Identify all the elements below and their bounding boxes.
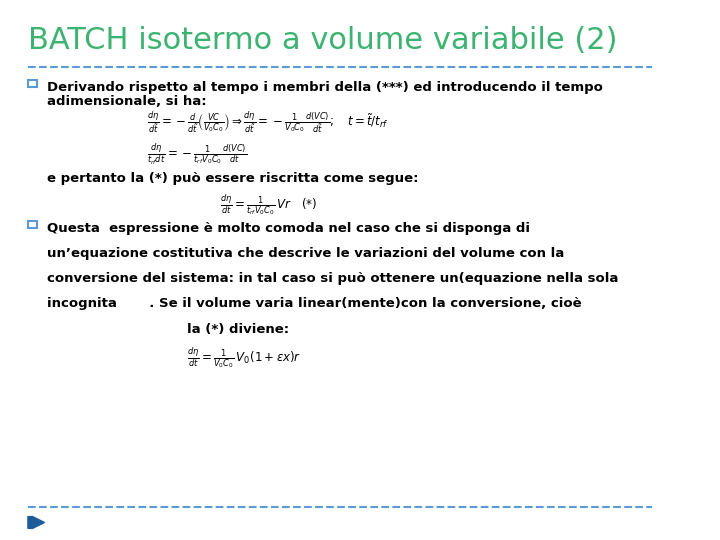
FancyBboxPatch shape: [28, 79, 37, 86]
Text: e pertanto la (*) può essere riscritta come segue:: e pertanto la (*) può essere riscritta c…: [47, 172, 418, 185]
Text: $\frac{d\eta}{d\tilde{t}} = -\frac{d}{d\tilde{t}}\left(\frac{VC}{V_0 C_0}\right): $\frac{d\eta}{d\tilde{t}} = -\frac{d}{d\…: [148, 110, 389, 136]
Text: $\frac{d\eta}{dt} = \frac{1}{t_{rf}V_0C_0}\,Vr \quad (*)$: $\frac{d\eta}{dt} = \frac{1}{t_{rf}V_0C_…: [220, 192, 318, 217]
Text: incognita       . Se il volume varia linear(mente)con la conversione, cioè: incognita . Se il volume varia linear(me…: [47, 298, 581, 310]
Text: un’equazione costitutiva che descrive le variazioni del volume con la: un’equazione costitutiva che descrive le…: [47, 247, 564, 260]
FancyBboxPatch shape: [28, 221, 37, 228]
FancyArrow shape: [28, 517, 45, 529]
Text: conversione del sistema: in tal caso si può ottenere un(equazione nella sola: conversione del sistema: in tal caso si …: [47, 272, 618, 285]
Text: BATCH isotermo a volume variabile (2): BATCH isotermo a volume variabile (2): [28, 25, 618, 55]
Text: $\frac{d\eta}{t_{rf}dt} = -\frac{1}{t_{rf}V_0C_0}\frac{d(VC)}{dt}$: $\frac{d\eta}{t_{rf}dt} = -\frac{1}{t_{r…: [148, 142, 248, 167]
Text: Derivando rispetto al tempo i membri della (***) ed introducendo il tempo: Derivando rispetto al tempo i membri del…: [47, 81, 603, 94]
Text: la (*) diviene:: la (*) diviene:: [187, 322, 289, 336]
Text: Questa  espressione è molto comoda nel caso che si disponga di: Questa espressione è molto comoda nel ca…: [47, 221, 529, 235]
Text: $\frac{d\eta}{dt} = \frac{1}{V_0C_0}\,V_0(1+\varepsilon x)r$: $\frac{d\eta}{dt} = \frac{1}{V_0C_0}\,V_…: [187, 345, 302, 370]
Text: adimensionale, si ha:: adimensionale, si ha:: [47, 96, 206, 109]
